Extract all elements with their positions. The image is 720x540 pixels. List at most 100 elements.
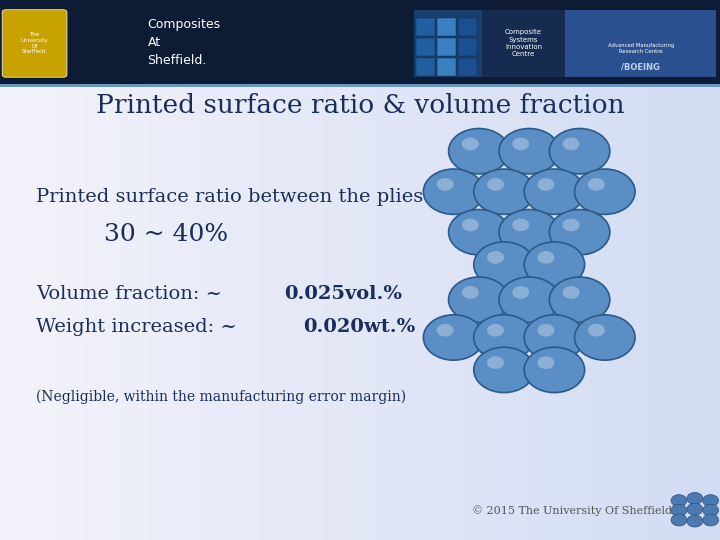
Bar: [389, 0, 396, 540]
Circle shape: [537, 251, 554, 264]
FancyBboxPatch shape: [2, 10, 67, 77]
Bar: [360, 0, 367, 540]
Circle shape: [671, 504, 687, 516]
Bar: [295, 0, 302, 540]
Bar: [194, 0, 202, 540]
Text: © 2015 The University Of Sheffield: © 2015 The University Of Sheffield: [472, 505, 672, 516]
Bar: [562, 0, 569, 540]
Bar: [166, 0, 173, 540]
Bar: [252, 0, 259, 540]
Circle shape: [512, 286, 529, 299]
Bar: [0, 0, 720, 84]
Bar: [230, 0, 238, 540]
Text: Volume fraction: ~: Volume fraction: ~: [36, 285, 228, 303]
Bar: [58, 0, 65, 540]
Circle shape: [537, 178, 554, 191]
Bar: [0, 0, 7, 540]
Bar: [414, 10, 482, 77]
Bar: [662, 0, 670, 540]
Bar: [437, 58, 456, 76]
Bar: [432, 0, 439, 540]
Text: Printed surface ratio between the plies:: Printed surface ratio between the plies:: [36, 188, 430, 206]
Bar: [115, 0, 122, 540]
Circle shape: [462, 219, 479, 231]
Bar: [706, 0, 713, 540]
Circle shape: [687, 515, 703, 527]
Bar: [554, 0, 562, 540]
Bar: [691, 0, 698, 540]
Bar: [670, 0, 677, 540]
Circle shape: [549, 210, 610, 255]
Bar: [310, 0, 317, 540]
Bar: [482, 0, 490, 540]
Circle shape: [423, 315, 484, 360]
Circle shape: [575, 169, 635, 214]
Bar: [565, 10, 716, 77]
Circle shape: [524, 242, 585, 287]
Circle shape: [462, 286, 479, 299]
Text: Composites
At
Sheffield.: Composites At Sheffield.: [148, 18, 221, 66]
Circle shape: [449, 277, 509, 322]
Circle shape: [449, 210, 509, 255]
Circle shape: [474, 315, 534, 360]
Circle shape: [499, 277, 559, 322]
Circle shape: [687, 503, 703, 515]
Circle shape: [423, 169, 484, 214]
Bar: [7, 0, 14, 540]
Circle shape: [537, 356, 554, 369]
Bar: [634, 0, 641, 540]
Bar: [655, 0, 662, 540]
Circle shape: [449, 129, 509, 174]
Bar: [612, 0, 619, 540]
Bar: [216, 0, 223, 540]
Bar: [511, 0, 518, 540]
Circle shape: [462, 138, 479, 150]
Bar: [65, 0, 72, 540]
Text: 0.020wt.%: 0.020wt.%: [303, 318, 415, 336]
Bar: [416, 18, 435, 36]
Bar: [641, 0, 648, 540]
Bar: [698, 0, 706, 540]
Text: Weight increased: ~: Weight increased: ~: [36, 318, 243, 336]
Circle shape: [549, 129, 610, 174]
Bar: [374, 0, 382, 540]
Bar: [403, 0, 410, 540]
Bar: [324, 0, 331, 540]
Bar: [158, 0, 166, 540]
Bar: [461, 0, 468, 540]
Bar: [338, 0, 346, 540]
Circle shape: [671, 495, 687, 507]
Circle shape: [562, 138, 580, 150]
Bar: [416, 58, 435, 76]
Bar: [266, 0, 274, 540]
Text: /BOEING: /BOEING: [621, 63, 660, 72]
Bar: [648, 0, 655, 540]
Bar: [353, 0, 360, 540]
Bar: [425, 0, 432, 540]
Circle shape: [537, 324, 554, 336]
Bar: [108, 0, 115, 540]
Text: 0.025vol.%: 0.025vol.%: [284, 285, 402, 303]
Circle shape: [671, 514, 687, 526]
Bar: [684, 0, 691, 540]
Bar: [518, 0, 526, 540]
Bar: [180, 0, 187, 540]
Bar: [482, 10, 565, 77]
Bar: [418, 0, 425, 540]
Bar: [331, 0, 338, 540]
Bar: [130, 0, 137, 540]
Bar: [238, 0, 245, 540]
Bar: [346, 0, 353, 540]
Circle shape: [487, 251, 504, 264]
Bar: [396, 0, 403, 540]
Bar: [367, 0, 374, 540]
Circle shape: [487, 356, 504, 369]
Bar: [490, 0, 497, 540]
Bar: [468, 0, 475, 540]
Bar: [274, 0, 281, 540]
Bar: [317, 0, 324, 540]
Circle shape: [487, 178, 504, 191]
Bar: [50, 0, 58, 540]
Bar: [713, 0, 720, 540]
Bar: [0, 0, 140, 84]
